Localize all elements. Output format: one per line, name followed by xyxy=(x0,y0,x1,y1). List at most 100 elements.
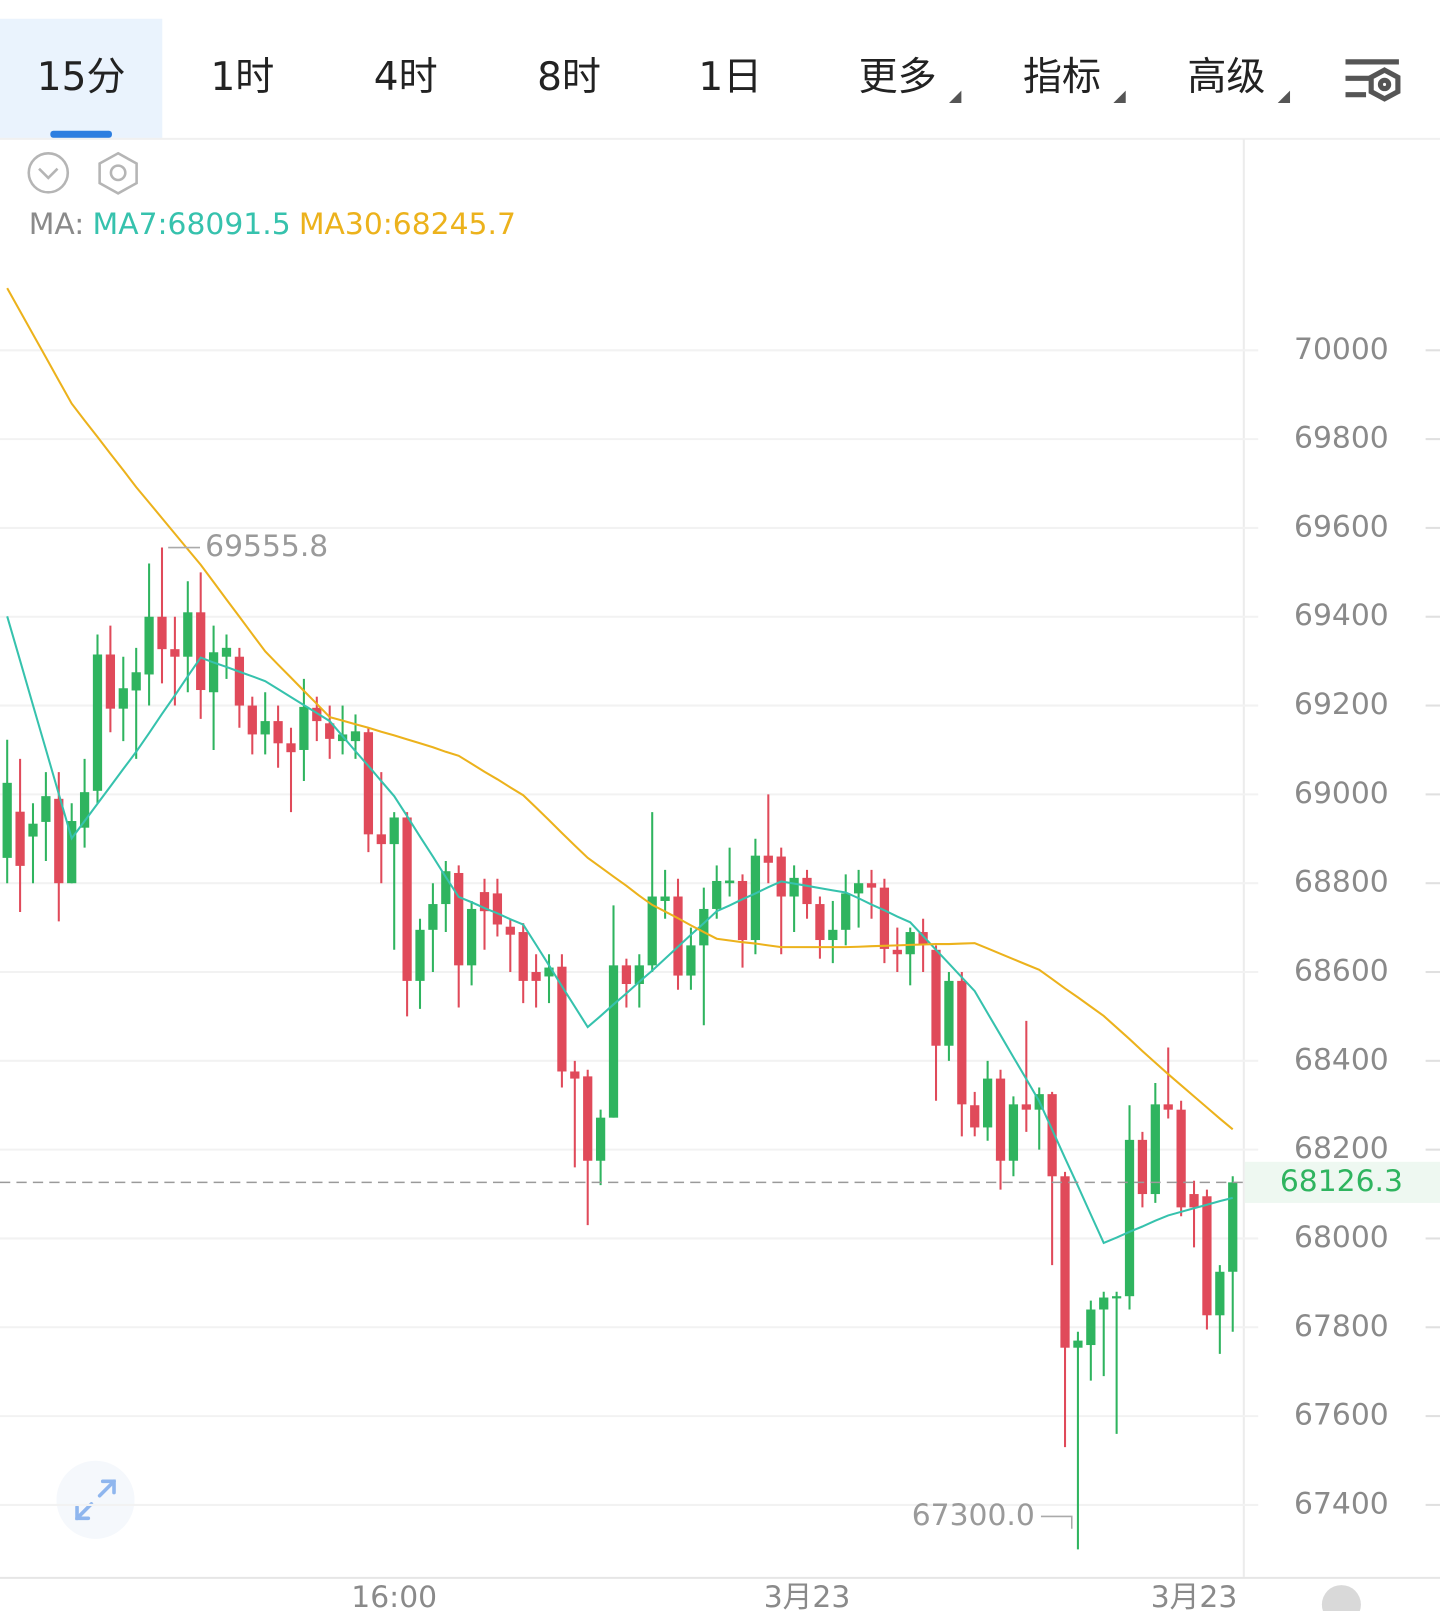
candle-body xyxy=(157,616,167,650)
timeframe-tab[interactable]: 更多 xyxy=(859,55,937,100)
candle-body xyxy=(828,929,838,941)
candle-body xyxy=(15,811,25,866)
candle-body xyxy=(776,856,786,897)
candle-body xyxy=(67,821,77,884)
hexagon-settings-icon[interactable] xyxy=(98,151,138,195)
candle-body xyxy=(712,880,722,909)
candle-body xyxy=(92,654,103,791)
settings-icon[interactable] xyxy=(1345,59,1401,102)
timeframe-tab[interactable]: 高级 xyxy=(1187,55,1265,100)
candle-body xyxy=(583,1076,593,1161)
timeframe-tab[interactable]: 指标 xyxy=(1023,55,1101,100)
candle-body xyxy=(789,877,799,897)
y-tick-label: 69600 xyxy=(1294,509,1389,544)
candle-body xyxy=(131,672,141,691)
candle-body xyxy=(28,823,38,837)
candle-body xyxy=(415,929,425,981)
candle-body xyxy=(944,980,954,1046)
candle-body xyxy=(1021,1104,1031,1110)
candle-body xyxy=(41,796,51,822)
candle-body xyxy=(570,1071,580,1079)
candle-body xyxy=(608,965,619,1118)
candle-body xyxy=(505,926,515,935)
candle-body xyxy=(1137,1139,1148,1195)
candle-body xyxy=(1202,1196,1212,1316)
candle-body xyxy=(1163,1104,1173,1110)
candle-body xyxy=(1073,1340,1083,1348)
candle-body xyxy=(1124,1139,1135,1297)
timeframe-tab[interactable]: 1时 xyxy=(210,55,274,100)
candle-body xyxy=(79,792,90,828)
candle-body xyxy=(892,949,902,955)
candle-body xyxy=(647,896,657,966)
dropdown-caret xyxy=(949,90,962,103)
k-badge[interactable] xyxy=(1321,1585,1361,1611)
y-tick-label: 70000 xyxy=(1294,332,1389,367)
candle-body xyxy=(673,896,683,976)
candle-body xyxy=(170,649,180,657)
candle-body xyxy=(286,743,296,753)
candle-body xyxy=(1176,1109,1186,1208)
candle-body xyxy=(905,932,915,955)
candle-body xyxy=(325,723,335,739)
y-tick-label: 68400 xyxy=(1294,1042,1389,1077)
candle-body xyxy=(879,887,890,949)
ma-legend: MA: MA7:68091.5 MA30:68245.7 xyxy=(29,207,516,242)
candle-body xyxy=(699,908,709,946)
candle-body xyxy=(2,782,12,858)
candle-body xyxy=(350,731,361,742)
dropdown-caret xyxy=(1277,90,1291,103)
candle-body xyxy=(866,883,877,888)
candle-body xyxy=(1099,1297,1109,1310)
y-tick-label: 67800 xyxy=(1294,1309,1389,1344)
current-price-box xyxy=(1244,1161,1440,1203)
candle-body xyxy=(621,965,632,985)
current-price-label: 68126.3 xyxy=(1280,1164,1403,1199)
candle-body xyxy=(1228,1182,1238,1272)
candle-body xyxy=(557,966,567,1072)
candle-body xyxy=(54,798,64,884)
candle-body xyxy=(802,877,812,905)
candle-body xyxy=(1086,1309,1096,1346)
collapse-icon[interactable] xyxy=(27,152,70,194)
x-tick-label: 3月23 xyxy=(764,1580,851,1611)
candle-body xyxy=(995,1078,1006,1161)
candle-body xyxy=(441,871,451,905)
y-tick-label: 69200 xyxy=(1294,687,1389,722)
timeframe-tab[interactable]: 1日 xyxy=(698,55,762,100)
candle-body xyxy=(479,892,490,912)
timeframe-tab[interactable]: 8时 xyxy=(537,55,601,100)
candle-body xyxy=(376,834,386,845)
active-tab-bg xyxy=(0,18,163,138)
candle-body xyxy=(1150,1104,1160,1195)
candle-body xyxy=(544,967,554,977)
timeframe-tab[interactable]: 15分 xyxy=(37,55,126,100)
candle-body xyxy=(454,872,464,966)
candle-body xyxy=(389,817,399,845)
candle-body xyxy=(531,972,541,981)
timeframe-tab[interactable]: 4时 xyxy=(374,55,438,100)
candle-body xyxy=(144,616,154,675)
ma-legend-entry: MA30:68245.7 xyxy=(299,207,516,242)
candle-body xyxy=(466,908,477,966)
candle-body xyxy=(737,880,748,941)
candle-body xyxy=(183,612,193,657)
x-tick-label: 3月23 xyxy=(1151,1580,1238,1611)
y-tick-label: 69800 xyxy=(1294,421,1389,456)
candle-body xyxy=(1047,1094,1057,1177)
candle-body xyxy=(118,688,128,709)
candle-body xyxy=(660,896,670,901)
candle-body xyxy=(931,949,941,1046)
candle-body xyxy=(312,707,322,722)
y-tick-label: 68800 xyxy=(1294,865,1389,900)
candle-body xyxy=(260,721,270,735)
candle-body xyxy=(750,855,761,941)
ma-line xyxy=(6,287,1234,1131)
fullscreen-button[interactable] xyxy=(56,1460,135,1539)
y-tick-label: 68200 xyxy=(1294,1131,1389,1166)
candle-body xyxy=(402,817,412,981)
low-marker-line xyxy=(1040,1515,1073,1529)
candle-body xyxy=(1008,1104,1019,1161)
